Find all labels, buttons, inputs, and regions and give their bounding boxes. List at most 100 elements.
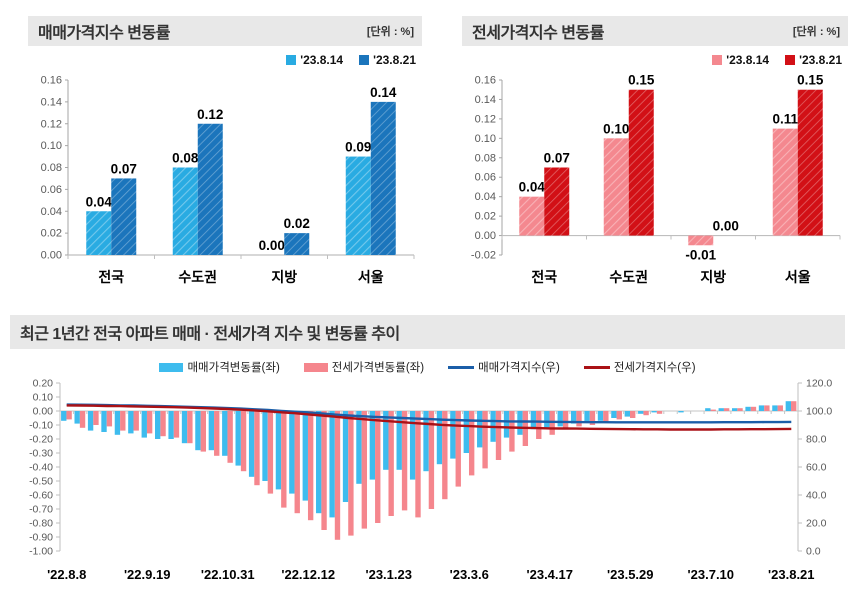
svg-text:수도권: 수도권 [609, 269, 648, 285]
legend-label: 전세가격지수(우) [613, 362, 696, 374]
svg-text:80.0: 80.0 [806, 434, 827, 446]
svg-text:수도권: 수도권 [178, 269, 217, 285]
legend-item-sale-change-bar: 매매가격변동률(좌) [159, 359, 280, 375]
svg-text:0.02: 0.02 [284, 216, 310, 231]
svg-text:0.00: 0.00 [41, 250, 62, 262]
legend-swatch-jeonse-prev [712, 55, 723, 65]
svg-text:-0.50: -0.50 [29, 476, 53, 488]
svg-text:서울: 서울 [785, 269, 811, 285]
svg-text:-0.90: -0.90 [29, 532, 53, 544]
svg-text:0.16: 0.16 [475, 75, 496, 87]
svg-text:'22.8.8: '22.8.8 [47, 567, 86, 582]
svg-text:-1.00: -1.00 [29, 546, 53, 558]
legend-swatch-jeonse-change-bar [303, 362, 328, 372]
sale-panel-header: 매매가격지수 변동률 [단위 : %] [28, 16, 422, 46]
svg-text:0.11: 0.11 [772, 112, 798, 127]
legend-label: 매매가격변동률(좌) [187, 362, 280, 374]
legend-label: 전세가격변동률(좌) [331, 362, 425, 374]
svg-text:'22.12.12: '22.12.12 [281, 567, 335, 582]
svg-text:0.10: 0.10 [33, 392, 54, 404]
svg-text:-0.01: -0.01 [685, 247, 716, 262]
jeonse-panel-header: 전세가격지수 변동률 [단위 : %] [462, 16, 848, 46]
svg-text:0.08: 0.08 [172, 151, 199, 166]
legend-item-jeonse-prev: '23.8.14 [712, 53, 769, 67]
sale-change-bar-chart: 0.00 0.02 0.04 0.06 0.08 0.10 0.12 0.14 0.16 0.04… [28, 70, 422, 303]
svg-text:0.15: 0.15 [628, 73, 655, 88]
svg-text:'23.8.21: '23.8.21 [768, 567, 814, 582]
legend-item-jeonse-change-bar: 전세가격변동률(좌) [303, 359, 425, 375]
legend-item-jeonse-curr: '23.8.21 [785, 53, 842, 67]
svg-text:0.10: 0.10 [475, 133, 496, 145]
svg-text:0.07: 0.07 [544, 151, 570, 166]
legend-swatch-sale-curr [359, 55, 370, 65]
svg-text:0.04: 0.04 [41, 206, 62, 218]
legend-swatch-sale-prev [286, 55, 297, 65]
sale-change-panel: 매매가격지수 변동률 [단위 : %] '23.8.14 '23.8.21 0.… [28, 16, 422, 303]
svg-text:20.0: 20.0 [806, 518, 827, 530]
svg-text:120.0: 120.0 [806, 378, 832, 390]
legend-item-sale-index-line: 매매가격지수(우) [448, 359, 560, 375]
svg-text:0.0: 0.0 [806, 546, 821, 558]
legend-swatch-jeonse-curr [785, 55, 796, 65]
legend-label: '23.8.14 [726, 53, 770, 67]
svg-text:0.02: 0.02 [475, 211, 496, 223]
svg-text:0.12: 0.12 [197, 107, 223, 122]
svg-text:-0.10: -0.10 [29, 420, 53, 432]
svg-text:40.0: 40.0 [806, 490, 827, 502]
svg-text:'23.1.23: '23.1.23 [366, 567, 412, 582]
svg-text:0.10: 0.10 [603, 121, 629, 136]
svg-text:0.02: 0.02 [41, 228, 62, 240]
svg-text:-0.02: -0.02 [471, 250, 496, 262]
svg-text:'22.9.19: '22.9.19 [124, 567, 170, 582]
svg-text:0.16: 0.16 [41, 75, 62, 87]
legend-item-sale-curr: '23.8.21 [359, 53, 416, 67]
jeonse-panel-title: 전세가격지수 변동률 [472, 25, 604, 42]
jeonse-unit-label: [단위 : %] [792, 26, 840, 38]
svg-text:0.07: 0.07 [111, 161, 137, 176]
legend-label: '23.8.21 [373, 53, 416, 67]
jeonse-change-panel: 전세가격지수 변동률 [단위 : %] '23.8.14 '23.8.21 -0… [462, 16, 848, 303]
svg-text:0.04: 0.04 [86, 194, 113, 209]
trend-section-title: 최근 1년간 전국 아파트 매매 · 전세가격 지수 및 변동률 추이 [20, 326, 400, 343]
svg-text:0.12: 0.12 [41, 118, 62, 130]
svg-text:0.14: 0.14 [370, 85, 397, 100]
legend-label: 매매가격지수(우) [478, 362, 560, 374]
svg-text:-0.30: -0.30 [29, 448, 53, 460]
svg-text:지방: 지방 [700, 269, 726, 285]
legend-swatch-jeonse-index-line [583, 365, 610, 369]
svg-text:0.06: 0.06 [41, 184, 62, 196]
legend-swatch-sale-index-line [448, 365, 475, 369]
svg-text:'23.3.6: '23.3.6 [450, 567, 489, 582]
svg-text:전국: 전국 [531, 269, 557, 285]
svg-text:0.12: 0.12 [475, 113, 496, 125]
svg-text:'23.4.17: '23.4.17 [527, 567, 573, 582]
svg-text:-0.70: -0.70 [29, 504, 53, 516]
legend-swatch-sale-change-bar [159, 362, 184, 372]
svg-text:0.09: 0.09 [345, 140, 371, 155]
jeonse-change-bar-chart: -0.02 0.00 0.02 0.04 0.06 0.08 0.10 0.12 0.14 0.1… [462, 70, 848, 303]
trend-section-header: 최근 1년간 전국 아파트 매매 · 전세가격 지수 및 변동률 추이 [10, 315, 845, 349]
sale-panel-title: 매매가격지수 변동률 [38, 25, 170, 42]
svg-text:전국: 전국 [98, 269, 124, 285]
svg-text:서울: 서울 [358, 269, 384, 285]
svg-text:100.0: 100.0 [806, 406, 832, 418]
svg-text:0.00: 0.00 [713, 219, 739, 234]
trend-legend: 매매가격변동률(좌) 전세가격변동률(좌) 매매가격지수(우) 전세가격지수(우… [10, 359, 845, 375]
svg-text:0.04: 0.04 [519, 180, 546, 195]
sale-unit-label: [단위 : %] [366, 26, 414, 38]
svg-text:0.14: 0.14 [41, 96, 62, 108]
sale-legend: '23.8.14 '23.8.21 [28, 46, 422, 70]
svg-text:'23.5.29: '23.5.29 [607, 567, 653, 582]
trend-combo-chart: 0.20 0.10 0.00 -0.10 -0.20 -0.30 -0.40 -0.50 -0.… [10, 377, 845, 597]
jeonse-legend: '23.8.14 '23.8.21 [462, 46, 848, 70]
svg-text:0.00: 0.00 [259, 238, 285, 253]
svg-text:0.00: 0.00 [33, 406, 54, 418]
svg-text:0.06: 0.06 [475, 172, 496, 184]
legend-item-jeonse-index-line: 전세가격지수(우) [583, 359, 696, 375]
svg-text:-0.60: -0.60 [29, 490, 53, 502]
svg-text:0.15: 0.15 [797, 73, 824, 88]
trend-section: 최근 1년간 전국 아파트 매매 · 전세가격 지수 및 변동률 추이 매매가격… [10, 315, 845, 597]
svg-text:0.14: 0.14 [475, 94, 496, 106]
legend-label: '23.8.14 [300, 53, 344, 67]
svg-text:0.08: 0.08 [475, 152, 496, 164]
